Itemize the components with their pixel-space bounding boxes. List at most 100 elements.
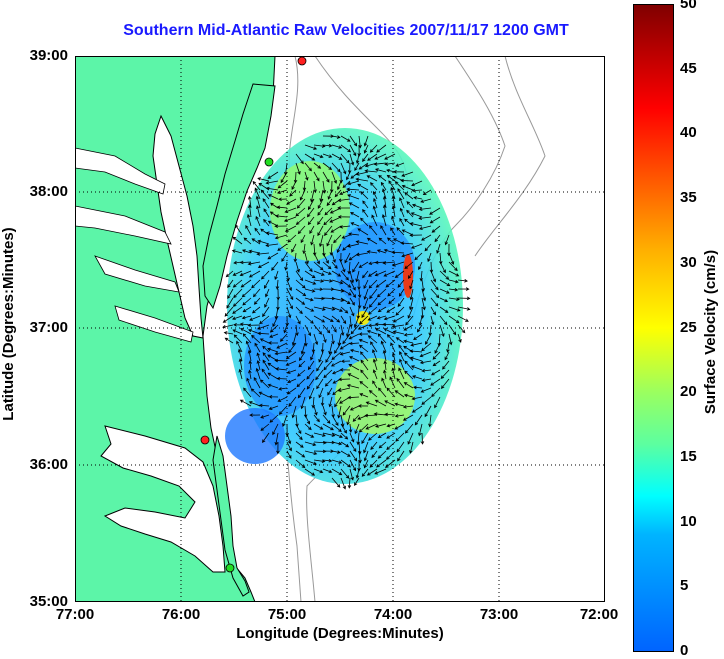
- velocity-arrow: [399, 358, 405, 371]
- velocity-arrow: [394, 270, 405, 279]
- colorbar-tick: 15: [680, 448, 697, 465]
- velocity-arrow: [330, 360, 342, 367]
- velocity-arrow: [286, 432, 292, 445]
- velocity-arrow: [299, 189, 306, 201]
- velocity-arrow: [295, 450, 306, 458]
- velocity-arrow: [295, 261, 300, 273]
- velocity-arrow: [261, 368, 270, 380]
- velocity-arrow: [377, 432, 387, 439]
- velocity-arrow: [243, 387, 252, 398]
- velocity-arrow: [439, 279, 451, 287]
- velocity-arrow: [223, 331, 234, 335]
- velocity-arrow: [353, 315, 360, 328]
- velocity-arrow: [349, 405, 360, 411]
- velocity-arrow: [419, 360, 432, 365]
- velocity-arrow: [457, 287, 470, 291]
- velocity-arrow: [342, 333, 351, 345]
- velocity-arrow: [252, 288, 261, 298]
- station-marker: [200, 435, 210, 445]
- velocity-arrow: [366, 175, 378, 182]
- velocity-arrow: [232, 236, 243, 245]
- velocity-arrow: [317, 216, 324, 226]
- velocity-arrow: [354, 162, 360, 171]
- velocity-arrow: [405, 315, 414, 326]
- velocity-arrow: [322, 270, 332, 275]
- velocity-arrow: [323, 369, 333, 379]
- velocity-arrow: [337, 215, 351, 219]
- velocity-arrow: [431, 225, 441, 233]
- velocity-arrow: [331, 297, 345, 302]
- velocity-arrow: [331, 324, 337, 333]
- velocity-arrow: [267, 171, 279, 179]
- velocity-arrow: [333, 234, 342, 244]
- velocity-arrow: [313, 468, 324, 474]
- velocity-arrow: [421, 396, 432, 405]
- barrier-islands: [212, 435, 250, 597]
- velocity-arrow: [430, 306, 436, 316]
- velocity-arrow: [434, 342, 441, 354]
- velocity-arrow: [331, 441, 343, 446]
- velocity-arrow: [297, 387, 306, 399]
- velocity-arrow: [439, 306, 449, 313]
- velocity-arrow: [439, 324, 445, 338]
- velocity-arrow: [418, 216, 432, 220]
- velocity-arrow: [260, 423, 270, 431]
- velocity-arrow: [340, 477, 346, 490]
- velocity-arrow: [295, 216, 306, 225]
- velocity-arrow: [322, 468, 333, 474]
- colorbar-tick: 0: [680, 642, 689, 659]
- velocity-arrow: [331, 261, 338, 269]
- velocity-arrow: [331, 333, 335, 345]
- velocity-arrow: [394, 423, 405, 430]
- velocity-arrow: [304, 468, 316, 476]
- velocity-arrow: [313, 296, 325, 301]
- velocity-arrow: [397, 188, 405, 200]
- velocity-arrow: [401, 184, 414, 191]
- velocity-arrow: [340, 162, 347, 175]
- velocity-arrow: [407, 432, 414, 445]
- velocity-arrow: [350, 171, 360, 179]
- velocity-arrow: [257, 331, 270, 336]
- velocity-arrow: [286, 450, 292, 459]
- velocity-arrow: [272, 315, 279, 328]
- velocity-arrow: [398, 367, 405, 380]
- velocity-arrow: [349, 432, 355, 443]
- velocity-arrow: [346, 414, 351, 426]
- velocity-arrow: [242, 297, 252, 306]
- velocity-arrow: [384, 153, 396, 160]
- velocity-arrow: [304, 162, 312, 172]
- velocity-arrow: [349, 468, 354, 481]
- velocity-arrow: [350, 222, 360, 227]
- velocity-arrow: [263, 279, 270, 289]
- velocity-arrow: [439, 315, 448, 326]
- velocity-arrow: [313, 432, 326, 437]
- velocity-arrow: [306, 207, 315, 218]
- velocity-arrow: [267, 347, 279, 353]
- velocity-arrow: [403, 382, 414, 389]
- velocity-arrow: [349, 270, 355, 284]
- velocity-arrow: [359, 380, 369, 389]
- velocity-arrow: [411, 203, 423, 209]
- velocity-arrow: [257, 177, 270, 182]
- velocity-arrow: [304, 459, 317, 465]
- velocity-arrow: [457, 315, 469, 322]
- velocity-arrow: [354, 477, 360, 486]
- velocity-arrow: [396, 227, 405, 236]
- velocity-arrow: [322, 279, 333, 283]
- velocity-arrow: [376, 144, 387, 153]
- velocity-arrow: [279, 333, 288, 342]
- velocity-arrow: [322, 171, 330, 183]
- velocity-arrow: [323, 216, 333, 226]
- velocity-arrow: [281, 252, 288, 262]
- velocity-arrow: [369, 144, 378, 153]
- velocity-arrow: [403, 339, 414, 344]
- velocity-arrow: [340, 432, 349, 440]
- velocity-arrow: [313, 162, 322, 169]
- velocity-arrow: [388, 180, 396, 191]
- velocity-arrow: [381, 213, 387, 227]
- velocity-arrow: [413, 333, 423, 340]
- velocity-arrow: [253, 297, 261, 305]
- pamlico-sound: [100, 425, 226, 573]
- velocity-arrow: [457, 279, 468, 283]
- velocity-arrow: [392, 315, 405, 323]
